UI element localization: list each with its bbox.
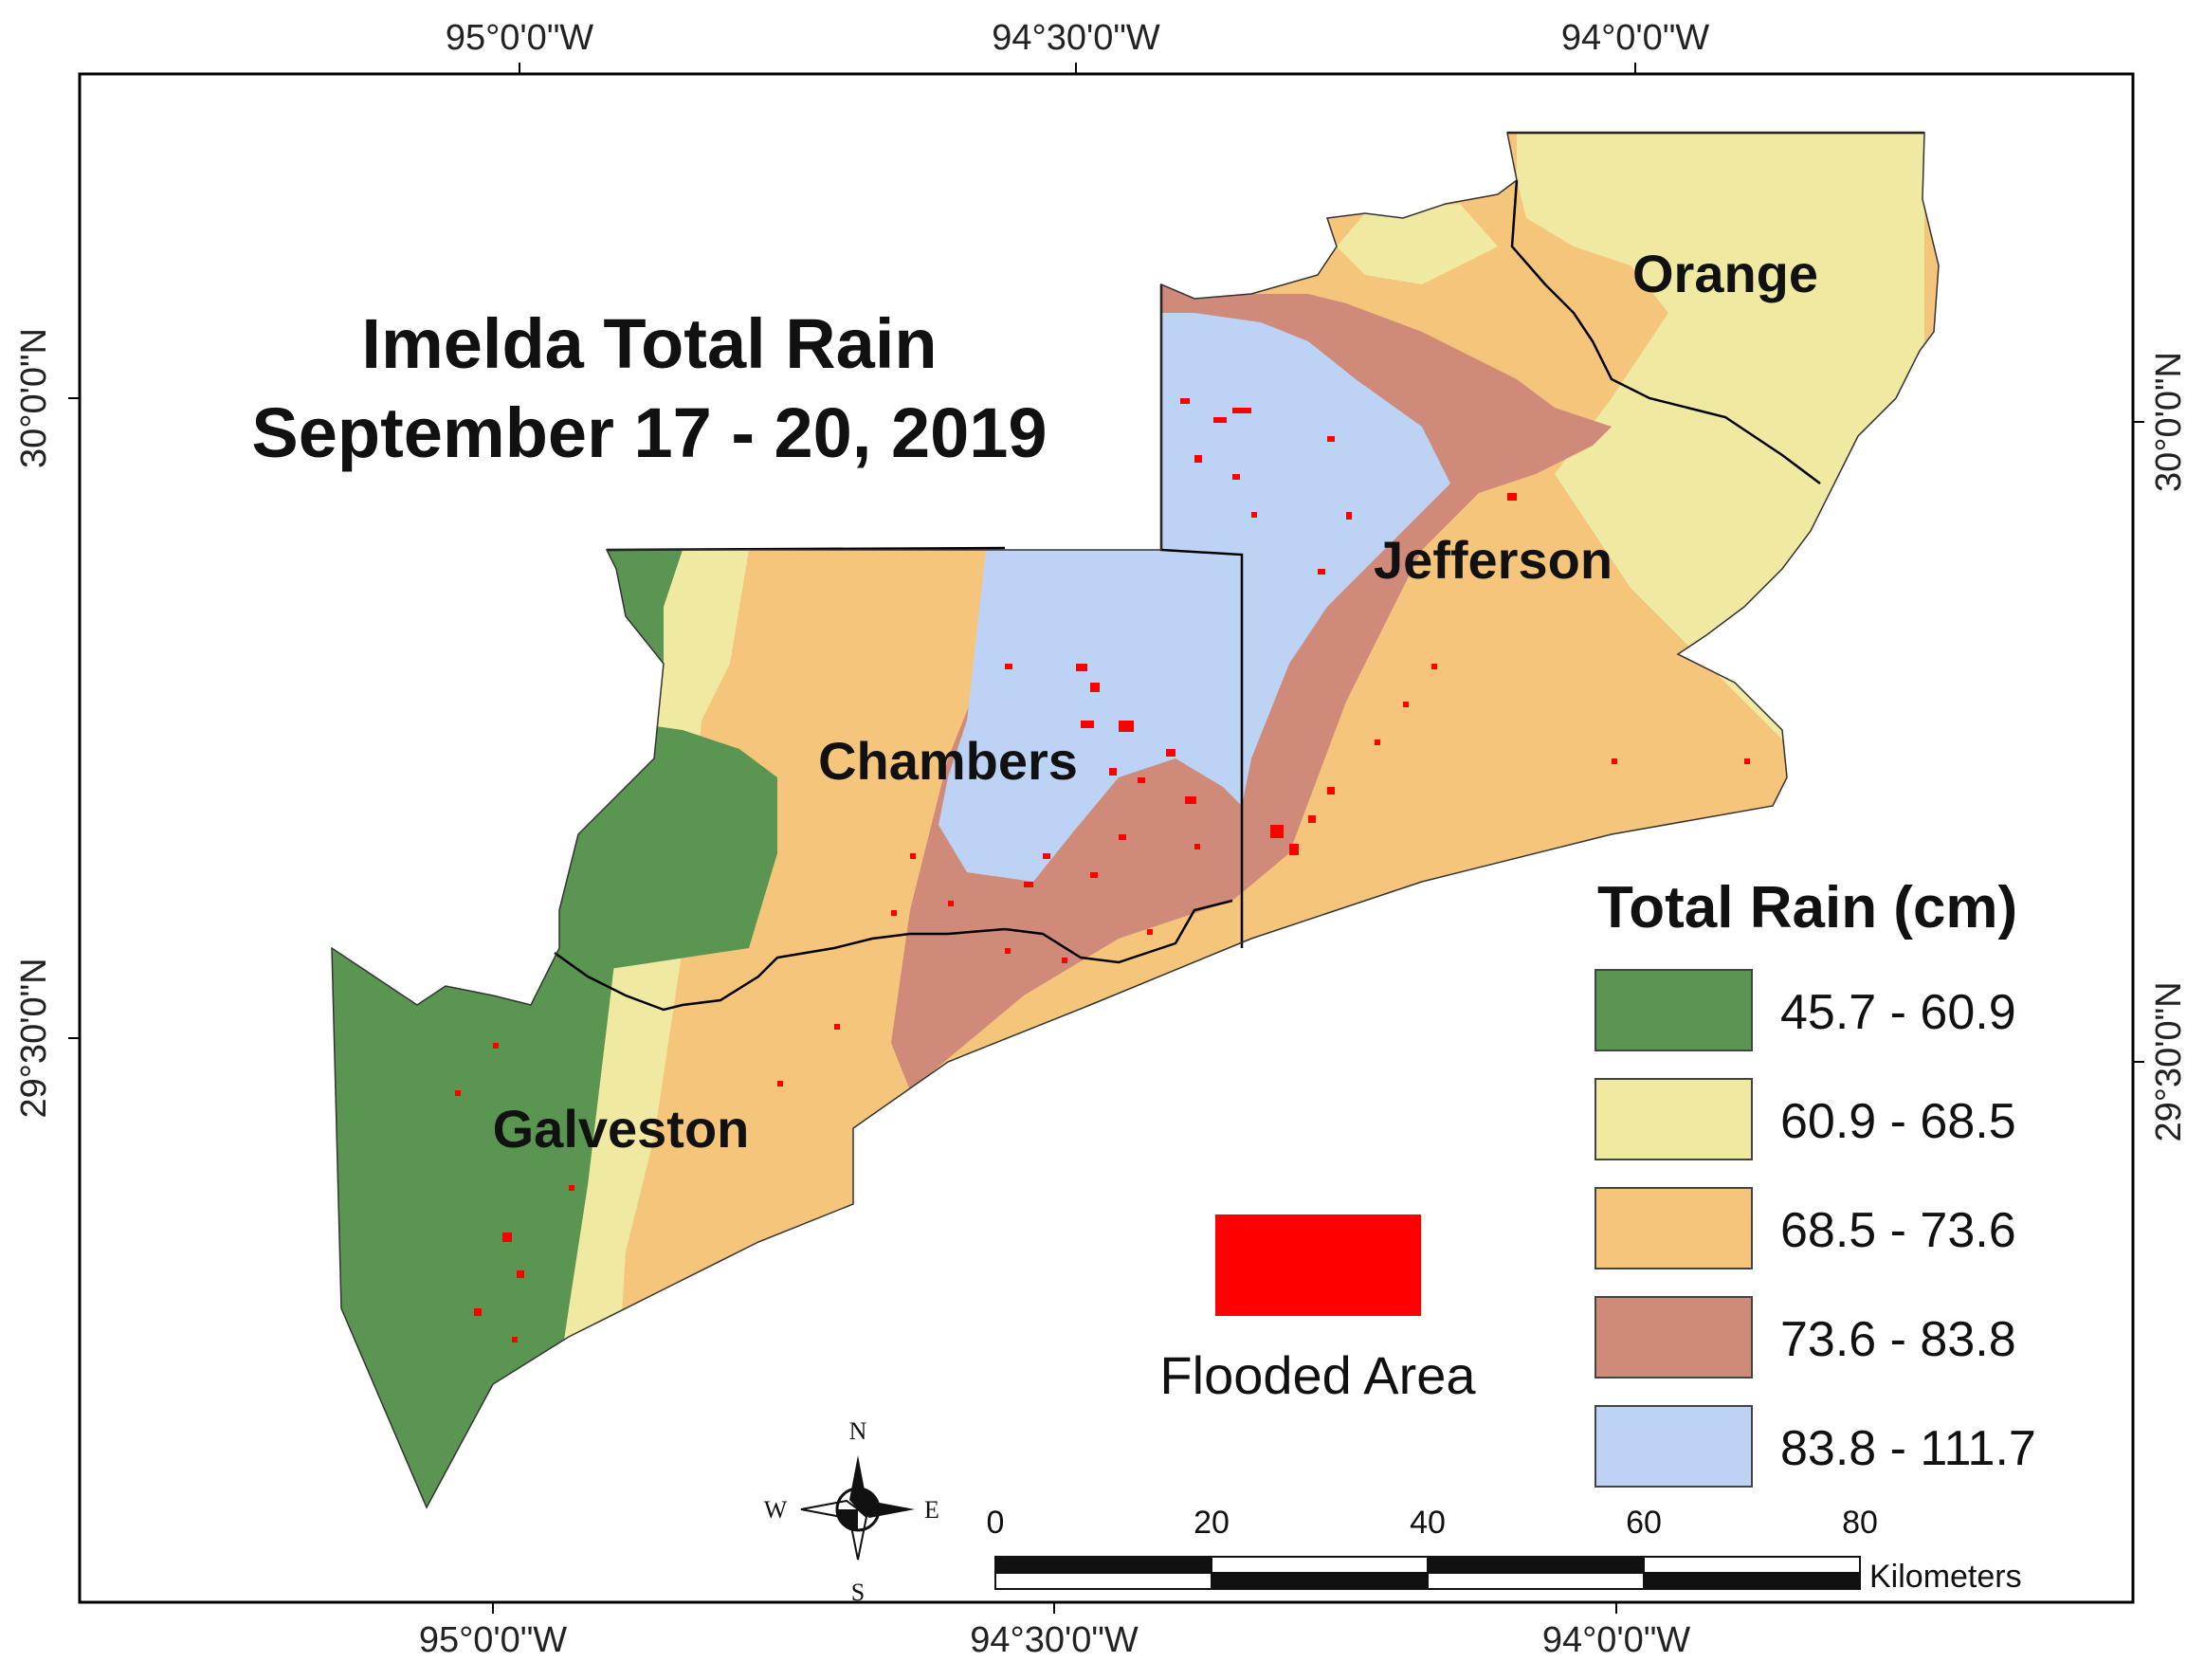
band-83-111-west bbox=[938, 550, 1242, 882]
legend-title: Total Rain (cm) bbox=[1597, 875, 2017, 940]
left-tick-label: 30°0'0"N bbox=[14, 328, 54, 468]
top-tick-label: 95°0'0"W bbox=[446, 18, 593, 58]
map-title-line-1: Imelda Total Rain bbox=[361, 304, 937, 383]
flooded-area-swatch bbox=[1215, 1214, 1421, 1316]
north-arrow: N S W E bbox=[764, 1417, 939, 1606]
scale-segment bbox=[1428, 1557, 1644, 1573]
bottom-tick-label: 94°30'0"W bbox=[970, 1620, 1139, 1660]
top-tick-label: 94°30'0"W bbox=[992, 18, 1160, 58]
scale-tick-label: 40 bbox=[1410, 1505, 1446, 1541]
legend-label: 83.8 - 111.7 bbox=[1780, 1421, 2036, 1476]
county-label-galveston: Galveston bbox=[493, 1099, 750, 1159]
scale-segment bbox=[995, 1557, 1212, 1573]
band-60-68-northeast bbox=[1517, 133, 1924, 427]
coordinate-grid-labels: 95°0'0"W 94°30'0"W 94°0'0"W 95°0'0"W 94°… bbox=[14, 18, 2189, 1660]
compass-north-label: N bbox=[849, 1417, 867, 1445]
scale-tick-label: 0 bbox=[987, 1505, 1005, 1541]
land-outline bbox=[331, 132, 1940, 1509]
map-title-line-2: September 17 - 20, 2019 bbox=[251, 393, 1047, 472]
scale-tick-label: 60 bbox=[1626, 1505, 1662, 1541]
orange-jefferson-boundary bbox=[1510, 179, 1821, 484]
right-tick-label: 29°30'0"N bbox=[2149, 981, 2189, 1141]
scale-segment bbox=[1427, 1572, 1645, 1590]
scale-bar: 0 20 40 60 80 Kilometers bbox=[987, 1505, 2022, 1595]
legend-label: 60.9 - 68.5 bbox=[1780, 1094, 2016, 1149]
legend-swatch-68-73 bbox=[1595, 1187, 1753, 1269]
band-83-111-east bbox=[1161, 313, 1450, 806]
legend-label: 45.7 - 60.9 bbox=[1780, 985, 2016, 1040]
scale-outline bbox=[994, 1556, 1861, 1590]
scale-segment bbox=[1644, 1573, 1860, 1589]
flooded-area-label: Flooded Area bbox=[1159, 1345, 1476, 1405]
galveston-chambers-boundary bbox=[554, 899, 1233, 1012]
compass-quadrant bbox=[837, 1509, 858, 1530]
scale-unit-label: Kilometers bbox=[1869, 1559, 2022, 1595]
county-label-chambers: Chambers bbox=[818, 731, 1078, 791]
legend-swatch-60-68 bbox=[1595, 1078, 1753, 1160]
band-60-68-north bbox=[1337, 204, 1498, 284]
legend: Total Rain (cm) 45.7 - 60.9 60.9 - 68.5 … bbox=[1595, 875, 2036, 1488]
scale-tick-label: 80 bbox=[1842, 1505, 1878, 1541]
compass-west-label: W bbox=[764, 1496, 788, 1524]
scale-segment bbox=[1643, 1556, 1861, 1574]
legend-label: 68.5 - 73.6 bbox=[1780, 1203, 2016, 1258]
legend-swatch-45-60 bbox=[1595, 969, 1753, 1051]
scale-segment bbox=[1212, 1573, 1428, 1589]
county-label-jefferson: Jefferson bbox=[1374, 530, 1613, 590]
compass-quadrant bbox=[858, 1488, 879, 1509]
scale-segment bbox=[1211, 1556, 1429, 1574]
scale-tick-label: 20 bbox=[1194, 1505, 1230, 1541]
legend-swatch-83-111 bbox=[1595, 1405, 1753, 1488]
left-tick-label: 29°30'0"N bbox=[14, 958, 54, 1118]
scale-segment bbox=[994, 1572, 1212, 1590]
bottom-tick-label: 94°0'0"W bbox=[1542, 1620, 1690, 1660]
county-label-orange: Orange bbox=[1632, 244, 1818, 303]
bottom-tick-label: 95°0'0"W bbox=[419, 1620, 567, 1660]
compass-south-label: S bbox=[851, 1579, 865, 1606]
legend-label: 73.6 - 83.8 bbox=[1780, 1312, 2016, 1367]
legend-swatch-73-83 bbox=[1595, 1296, 1753, 1379]
top-tick-label: 94°0'0"W bbox=[1561, 18, 1709, 58]
compass-east-label: E bbox=[924, 1496, 939, 1524]
right-tick-label: 30°0'0"N bbox=[2149, 352, 2189, 492]
